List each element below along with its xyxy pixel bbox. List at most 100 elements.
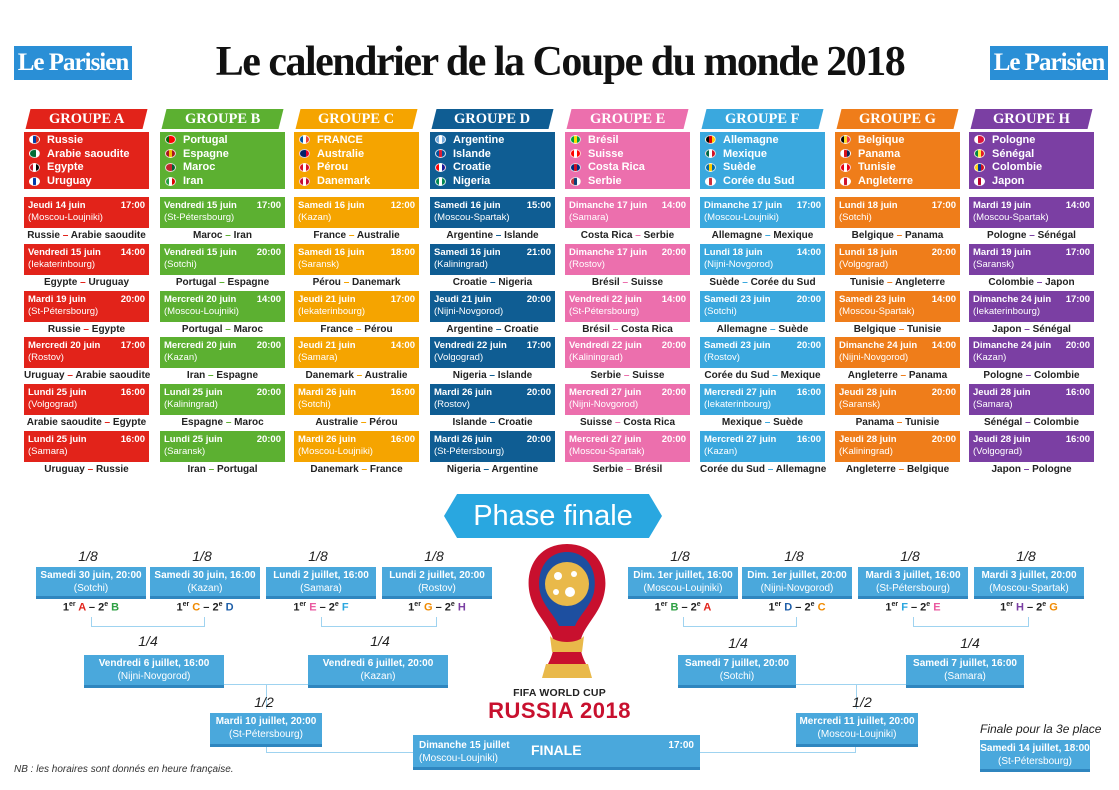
dash-separator: – bbox=[893, 230, 905, 241]
seed-group: C bbox=[817, 601, 826, 614]
team-row: Allemagne bbox=[702, 133, 823, 147]
team-row: Islande bbox=[432, 147, 553, 161]
seed-rank: 2 bbox=[444, 601, 451, 614]
flag-icon bbox=[840, 176, 851, 186]
dash-separator: – bbox=[765, 464, 776, 475]
team-name: Danemark bbox=[317, 175, 371, 188]
match-time: 16:00 bbox=[120, 387, 145, 399]
match-info: Samedi 16 juin (Kazan) 12:00 bbox=[294, 197, 419, 228]
flag-icon bbox=[435, 176, 446, 186]
home-team: Brésil bbox=[591, 276, 620, 288]
team-name: Costa Rica bbox=[588, 161, 645, 174]
match-teams: Angleterre – Belgique bbox=[835, 462, 960, 478]
r16-date: Lundi 2 juillet, 20:00 bbox=[389, 570, 485, 581]
team-name: Iran bbox=[183, 175, 204, 188]
seed-group: A bbox=[78, 601, 86, 614]
home-team: Egypte bbox=[43, 276, 78, 288]
match-time: 20:00 bbox=[120, 293, 145, 305]
group-header: GROUPE F bbox=[701, 109, 824, 129]
match-venue: (Rostov) bbox=[434, 399, 470, 411]
match-time: 17:00 bbox=[120, 340, 145, 352]
match-teams: Colombie – Japon bbox=[969, 275, 1094, 291]
final-date: Dimanche 15 juillet bbox=[419, 740, 510, 751]
r16-venue: (Rostov) bbox=[418, 583, 456, 594]
match-venue: (Sotchi) bbox=[839, 212, 872, 223]
match-venue: (Sotchi) bbox=[164, 258, 197, 270]
match-time: 15:00 bbox=[526, 200, 551, 211]
flag-icon bbox=[165, 176, 176, 186]
team-row: Danemark bbox=[296, 174, 417, 188]
r16-seeding: 1er H – 2e G bbox=[1000, 601, 1058, 614]
match-venue: (Nijni-Novgorod) bbox=[569, 399, 639, 411]
group-match: Mercredi 27 juin (Nijni-Novgorod) 20:00 Sui… bbox=[565, 384, 690, 431]
seed-group: F bbox=[341, 601, 349, 614]
match-time: 17:00 bbox=[1065, 246, 1090, 258]
flag-icon bbox=[705, 162, 716, 172]
match-date: Samedi 16 juin bbox=[298, 246, 365, 258]
home-team: Croatie bbox=[452, 276, 488, 288]
seed-group: G bbox=[1049, 601, 1058, 614]
group-match: Vendredi 22 juin (Kaliningrad) 20:00 Serbie… bbox=[565, 337, 690, 384]
le-parisien-logo-left: Le Parisien bbox=[14, 46, 132, 80]
dash-separator: – bbox=[353, 323, 365, 335]
away-team: Colombie bbox=[1034, 370, 1080, 382]
dash-separator: – bbox=[346, 230, 357, 241]
match-time: 20:00 bbox=[661, 387, 686, 399]
match-date: Lundi 25 juin bbox=[28, 387, 87, 399]
match-teams: Argentine – Croatie bbox=[430, 322, 555, 338]
team-row: Iran bbox=[162, 174, 283, 188]
away-team: Croatie bbox=[504, 323, 539, 335]
match-info: Lundi 25 juin (Kaliningrad) 20:00 bbox=[160, 384, 285, 416]
wc-logo-line1: FIFA WORLD CUP bbox=[513, 687, 606, 699]
r16-date: Lundi 2 juillet, 16:00 bbox=[273, 570, 369, 581]
match-time: 14:00 bbox=[931, 293, 956, 305]
dash-separator: – bbox=[223, 417, 235, 429]
team-list: Brésil Suisse Costa Rica Serbie bbox=[565, 132, 690, 190]
round-label-qf: 1/4 bbox=[370, 633, 390, 649]
seed-group: F bbox=[901, 601, 908, 614]
match-venue: (Kaliningrad) bbox=[434, 258, 488, 270]
group-match: Samedi 16 juin (Kaliningrad) 21:00 Croatie … bbox=[430, 243, 555, 291]
match-info: Mercredi 20 juin (Rostov) 17:00 bbox=[24, 337, 149, 369]
away-team: Suède bbox=[773, 417, 804, 429]
away-team: Angleterre bbox=[895, 276, 946, 288]
match-info: Mardi 26 juin (Moscou-Loujniki) 16:00 bbox=[294, 431, 419, 462]
r16-venue: (Samara) bbox=[300, 583, 342, 594]
match-venue: (Moscou-Loujniki) bbox=[298, 446, 373, 457]
dash-separator: – bbox=[216, 276, 228, 288]
bracket-connector bbox=[91, 617, 205, 627]
match-date: Mardi 26 juin bbox=[434, 434, 493, 445]
group-match: Lundi 18 juin (Volgograd) 20:00 Tunisie – A… bbox=[835, 243, 960, 291]
r16-venue: (Moscou-Spartak) bbox=[989, 583, 1069, 594]
flag-icon bbox=[974, 135, 985, 145]
group-match: Lundi 18 juin (Sotchi) 17:00 Belgique – Pan… bbox=[835, 197, 960, 244]
seed-rank: 2 bbox=[328, 601, 335, 614]
match-teams: Danemark – Australie bbox=[294, 368, 419, 384]
final-venue: (Moscou-Loujniki) bbox=[419, 753, 498, 764]
flag-icon bbox=[29, 176, 40, 186]
flag-icon bbox=[435, 135, 446, 145]
team-row: FRANCE bbox=[296, 133, 417, 147]
match-date: Dimanche 17 juin bbox=[569, 246, 648, 258]
r16-match: Lundi 2 juillet, 16:00 (Samara) bbox=[266, 567, 376, 599]
team-row: Mexique bbox=[702, 147, 823, 161]
team-row: Nigeria bbox=[432, 174, 553, 188]
match-time: 17:00 bbox=[1065, 293, 1090, 305]
third-venue: (St-Pétersbourg) bbox=[998, 756, 1072, 767]
match-time: 17:00 bbox=[931, 200, 956, 211]
match-time: 14:00 bbox=[390, 340, 415, 352]
match-teams: Espagne – Maroc bbox=[160, 415, 285, 431]
r16-match: Samedi 30 juin, 16:00 (Kazan) bbox=[150, 567, 260, 599]
match-teams: Japon – Pologne bbox=[969, 462, 1094, 478]
dash-separator: – bbox=[621, 370, 633, 382]
home-team: Serbie bbox=[590, 370, 622, 382]
sf-venue: (Moscou-Loujniki) bbox=[817, 729, 897, 740]
match-venue: (Saransk) bbox=[298, 258, 340, 270]
group-name: GROUPE H bbox=[993, 111, 1070, 127]
home-team: Colombie bbox=[988, 276, 1034, 288]
match-time: 16:00 bbox=[1065, 387, 1090, 399]
home-team: Suisse bbox=[579, 417, 613, 429]
group-match: Dimanche 24 juin (Kazan) 20:00 Pologne – Co… bbox=[969, 337, 1094, 384]
team-name: Pérou bbox=[317, 161, 349, 174]
away-team: Sénégal bbox=[1032, 323, 1071, 335]
